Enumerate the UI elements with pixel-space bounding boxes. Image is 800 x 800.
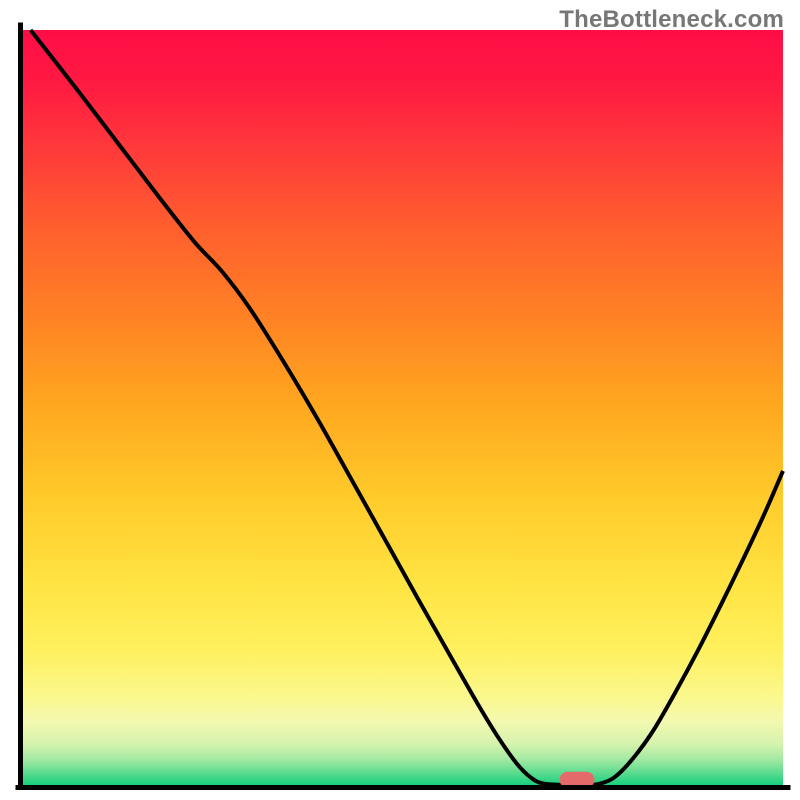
gradient-background — [23, 30, 783, 785]
bottleneck-chart-root: TheBottleneck.com — [0, 0, 800, 800]
bottleneck-plot-svg — [0, 0, 800, 800]
